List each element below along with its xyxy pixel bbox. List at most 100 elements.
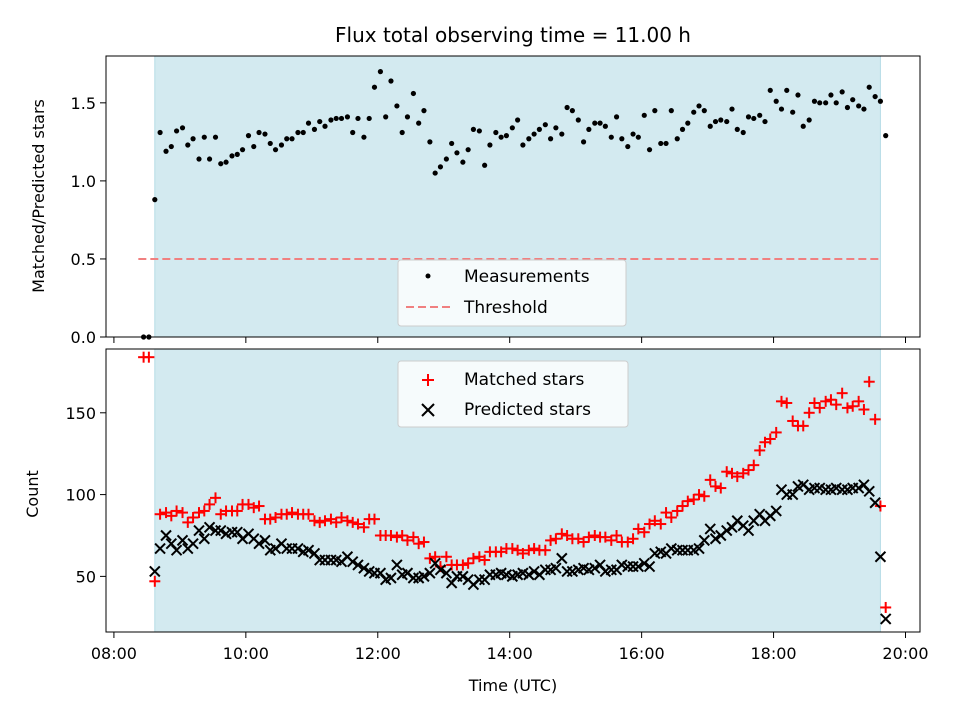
measurement-point xyxy=(256,129,262,136)
measurement-point xyxy=(724,118,730,125)
predicted-stars-point xyxy=(424,567,436,579)
matched-stars-point xyxy=(528,543,540,555)
measurement-point xyxy=(839,89,845,95)
predicted-stars-point xyxy=(160,529,172,542)
matched-stars-point xyxy=(605,534,617,546)
matched-stars-point xyxy=(407,531,419,543)
measurement-point xyxy=(449,140,455,147)
matched-stars-point xyxy=(715,482,727,494)
matched-stars-point xyxy=(698,490,710,502)
y-tick-label: 0.0 xyxy=(71,328,96,347)
measurement-point xyxy=(410,90,416,97)
x-tick-label: 14:00 xyxy=(487,644,533,663)
matched-stars-point xyxy=(688,493,700,505)
measurement-point xyxy=(284,136,290,142)
measurement-point xyxy=(267,140,273,147)
measurement-point xyxy=(305,120,312,126)
matched-stars-point xyxy=(479,554,491,566)
matched-stars-point xyxy=(396,529,408,541)
bottom-legend: Matched stars Predicted stars xyxy=(397,360,629,428)
measurement-point xyxy=(850,97,856,103)
predicted-stars-point xyxy=(434,564,447,576)
measurement-point xyxy=(383,114,389,120)
measurement-point xyxy=(311,126,318,132)
measurement-point xyxy=(833,100,839,106)
measurement-point xyxy=(470,126,477,132)
measurement-point xyxy=(163,148,169,154)
matched-stars-point xyxy=(830,399,842,411)
matched-stars-point xyxy=(358,521,370,533)
matched-stars-point xyxy=(665,511,677,523)
x-tick-label: 20:00 xyxy=(882,644,928,663)
matched-stars-point xyxy=(599,531,611,543)
matched-stars-point xyxy=(820,395,832,407)
top-x-ticks xyxy=(113,337,906,343)
measurement-point xyxy=(333,115,339,122)
predicted-stars-point xyxy=(391,559,403,571)
legend-matched-marker xyxy=(422,374,434,386)
x-tick-label: 16:00 xyxy=(619,644,665,663)
measurement-point xyxy=(751,115,757,122)
matched-stars-point xyxy=(775,395,787,407)
measurement-point xyxy=(602,123,608,129)
predicted-stars-point xyxy=(253,537,265,550)
matched-stars-point xyxy=(649,515,661,527)
matched-stars-point xyxy=(638,526,650,538)
measurement-point xyxy=(355,115,361,122)
predicted-stars-point xyxy=(523,569,535,581)
matched-stars-point xyxy=(731,471,743,483)
measurement-point xyxy=(718,117,724,123)
matched-stars-point xyxy=(841,402,853,414)
y-tick-label: 1.0 xyxy=(71,172,96,191)
measurement-point xyxy=(262,131,268,137)
matched-stars-point xyxy=(264,513,276,525)
measurement-point xyxy=(218,161,224,167)
measurement-point xyxy=(559,131,565,137)
predicted-stars-point xyxy=(187,537,199,550)
predicted-stars-point xyxy=(589,562,601,574)
predicted-stars-point xyxy=(704,523,716,535)
predicted-stars-point xyxy=(203,521,216,534)
matched-stars-point xyxy=(506,543,518,555)
matched-stars-point xyxy=(523,544,535,556)
matched-stars-series xyxy=(138,351,892,613)
predicted-stars-point xyxy=(259,534,271,547)
matched-stars-point xyxy=(858,404,870,416)
measurement-point xyxy=(239,147,246,153)
measurement-point xyxy=(663,140,669,147)
matched-stars-point xyxy=(693,489,705,501)
matched-stars-point xyxy=(368,513,380,525)
matched-stars-point xyxy=(177,507,189,519)
measurement-point xyxy=(729,106,735,112)
top-legend: Measurements Threshold xyxy=(397,259,627,327)
measurement-point xyxy=(685,120,691,126)
measurement-point xyxy=(399,129,405,136)
matched-stars-point xyxy=(787,415,799,427)
measurement-point xyxy=(251,143,257,150)
measurement-point xyxy=(658,140,664,147)
matched-stars-point xyxy=(281,508,293,520)
bottom-axes-frame xyxy=(105,348,921,633)
measurement-point xyxy=(580,139,587,145)
bottom-x-ticks: 08:00 10:00 12:00 14:00 16:00 18:00 20:00 xyxy=(91,632,929,663)
measurement-point xyxy=(641,112,647,118)
measurement-point xyxy=(635,134,641,140)
measurement-point xyxy=(547,136,554,142)
measurement-point xyxy=(757,112,763,118)
measurement-point xyxy=(300,129,306,136)
matched-stars-point xyxy=(440,551,452,563)
predicted-stars-point xyxy=(528,565,540,578)
chart-title: Flux total observing time = 11.00 h xyxy=(335,23,691,47)
bottom-legend-box xyxy=(397,360,629,428)
measurement-point xyxy=(179,125,186,131)
measurement-point xyxy=(432,170,438,176)
measurement-point xyxy=(185,142,191,148)
predicted-stars-point xyxy=(292,542,304,555)
measurement-point xyxy=(404,114,411,120)
measurement-point xyxy=(152,197,158,203)
matched-stars-point xyxy=(880,601,892,613)
measurement-point xyxy=(575,117,581,123)
measurement-point xyxy=(806,117,812,123)
measurement-point xyxy=(811,98,818,104)
matched-stars-point xyxy=(578,536,590,548)
